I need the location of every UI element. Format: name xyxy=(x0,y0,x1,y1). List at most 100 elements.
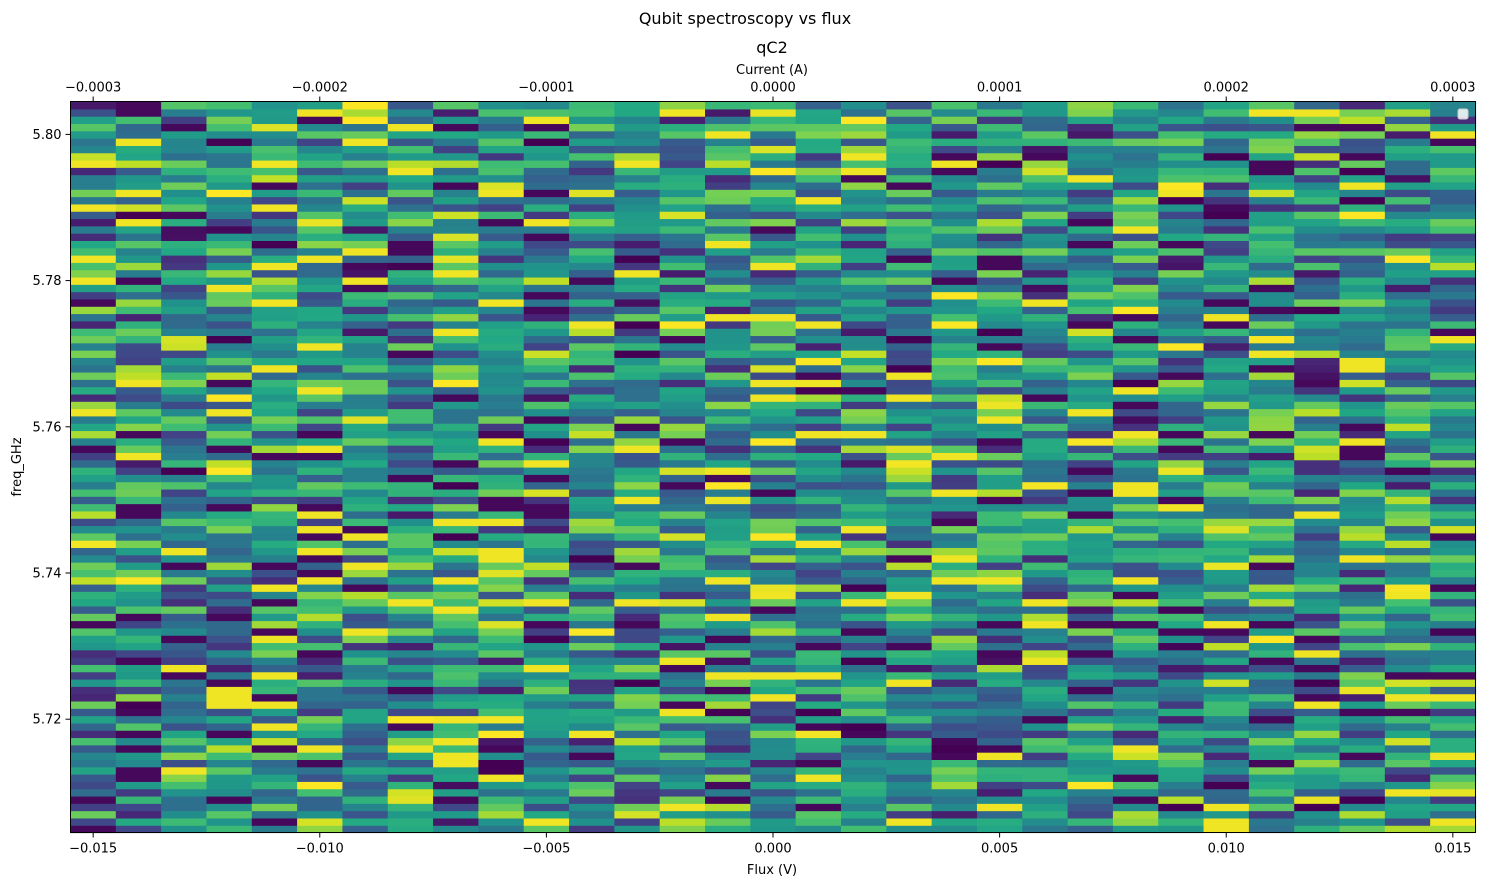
heatmap-cell xyxy=(523,722,570,731)
heatmap-cell xyxy=(387,598,434,607)
heatmap-cell xyxy=(1430,554,1477,563)
heatmap-cell xyxy=(840,276,887,285)
heatmap-cell xyxy=(795,262,842,271)
heatmap-cell xyxy=(523,123,570,132)
heatmap-cell xyxy=(614,562,661,570)
heatmap-cell xyxy=(1158,518,1205,527)
heatmap-cell xyxy=(1384,108,1431,117)
heatmap-cell xyxy=(251,766,298,775)
heatmap-cell xyxy=(1203,503,1250,512)
heatmap-cell xyxy=(795,810,842,819)
heatmap-cell xyxy=(342,708,389,717)
heatmap-cell xyxy=(886,562,933,570)
heatmap-cell xyxy=(387,203,434,212)
heatmap-cell xyxy=(70,627,117,636)
heatmap-cell xyxy=(206,452,253,461)
heatmap-cell xyxy=(886,364,933,373)
heatmap-cell xyxy=(976,415,1023,424)
heatmap-cell xyxy=(1248,415,1295,424)
heatmap-cell xyxy=(1384,445,1431,453)
heatmap-cell xyxy=(1112,481,1159,490)
heatmap-cell xyxy=(886,737,933,746)
heatmap-cell xyxy=(931,211,978,220)
heatmap-cell xyxy=(840,371,887,380)
heatmap-cell xyxy=(1339,313,1386,322)
heatmap-cell xyxy=(569,766,615,775)
heatmap-cell xyxy=(433,284,479,293)
heatmap-cell xyxy=(931,781,978,790)
heatmap-cell xyxy=(1203,233,1250,241)
heatmap-cell xyxy=(1067,255,1114,263)
heatmap-cell xyxy=(70,547,117,556)
heatmap-cell xyxy=(297,693,344,702)
heatmap-cell xyxy=(478,474,525,483)
heatmap-cell xyxy=(70,605,117,614)
heatmap-cell xyxy=(1067,189,1114,198)
heatmap-cell xyxy=(1384,167,1431,176)
heatmap-cell xyxy=(1339,247,1386,256)
heatmap-cell xyxy=(115,598,162,607)
heatmap-cell xyxy=(70,744,117,753)
heatmap-cell xyxy=(1158,152,1205,161)
heatmap-cell xyxy=(1067,152,1114,161)
heatmap-cell xyxy=(1203,817,1250,826)
heatmap-cell xyxy=(886,350,933,358)
heatmap-cell xyxy=(251,810,298,819)
heatmap-cell xyxy=(1067,423,1114,432)
heatmap-cell xyxy=(886,540,933,549)
heatmap-cell xyxy=(795,430,842,439)
heatmap-cell xyxy=(115,708,162,717)
heatmap-cell xyxy=(1384,174,1431,183)
heatmap-cell xyxy=(931,803,978,812)
heatmap-cell xyxy=(1112,532,1159,541)
heatmap-cell xyxy=(1339,781,1386,790)
heatmap-cell xyxy=(840,255,887,263)
heatmap-cell xyxy=(1203,255,1250,263)
heatmap-cell xyxy=(1430,598,1477,607)
heatmap-cell xyxy=(206,525,253,534)
heatmap-cell xyxy=(1112,627,1159,636)
heatmap-cell xyxy=(342,108,389,117)
heatmap-cell xyxy=(297,430,344,439)
heatmap-cell xyxy=(342,291,389,300)
heatmap-cell xyxy=(342,371,389,380)
heatmap-cell xyxy=(614,211,661,220)
heatmap-cell xyxy=(1248,284,1295,293)
heatmap-cell xyxy=(569,262,615,271)
heatmap-cell xyxy=(886,532,933,541)
heatmap-cell xyxy=(750,744,797,753)
heatmap-cell xyxy=(1339,145,1386,154)
heatmap-cell xyxy=(795,708,842,717)
heatmap-cell xyxy=(1022,708,1069,717)
heatmap-cell xyxy=(569,700,615,709)
heatmap-cell xyxy=(523,298,570,307)
heatmap-cell xyxy=(705,583,751,592)
heatmap-cell xyxy=(976,583,1023,592)
heatmap-cell xyxy=(750,452,797,461)
heatmap-cell xyxy=(433,196,479,205)
heatmap-cell xyxy=(1384,415,1431,424)
heatmap-cell xyxy=(433,101,479,110)
heatmap-cell xyxy=(1112,240,1159,249)
heatmap-cell xyxy=(1067,371,1114,380)
heatmap-cell xyxy=(478,583,525,592)
heatmap-cell xyxy=(115,825,162,834)
heatmap-cell xyxy=(569,693,615,702)
heatmap-cell xyxy=(161,108,208,117)
heatmap-cell xyxy=(1294,547,1341,556)
heatmap-cell xyxy=(1339,262,1386,271)
heatmap-cell xyxy=(478,817,525,826)
heatmap-cell xyxy=(251,532,298,541)
heatmap-cell xyxy=(523,620,570,629)
heatmap-cell xyxy=(523,678,570,687)
heatmap-cell xyxy=(433,817,479,826)
heatmap-cell xyxy=(976,635,1023,644)
heatmap-cell xyxy=(1339,408,1386,417)
heatmap-cell xyxy=(523,262,570,271)
heatmap-cell xyxy=(1294,357,1341,366)
heatmap-cell xyxy=(1067,357,1114,366)
heatmap-cell xyxy=(840,525,887,534)
secondary-x-tick-label: 0.0001 xyxy=(977,81,1023,96)
heatmap-cell xyxy=(1430,744,1477,753)
heatmap-cell xyxy=(115,591,162,600)
